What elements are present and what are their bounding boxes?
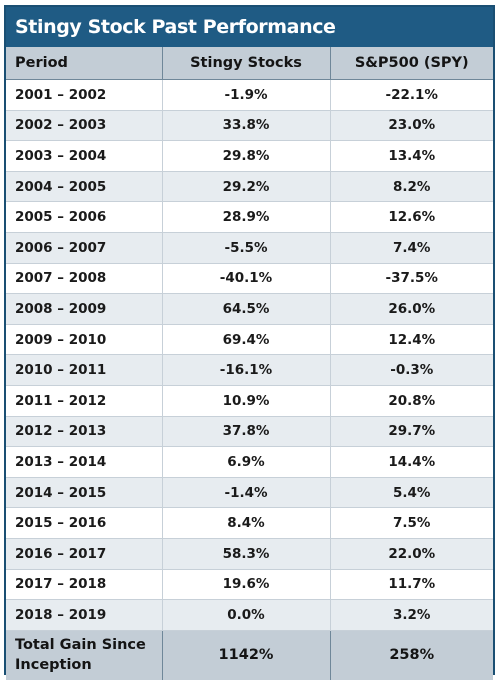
total-label: Total Gain Since Inception: [6, 629, 162, 680]
spy-cell: 5.4%: [329, 477, 493, 509]
period-cell: 2011 – 2012: [6, 385, 162, 417]
column-header-spy: S&P500 (SPY): [329, 47, 493, 80]
spy-cell: 12.4%: [329, 324, 493, 356]
spy-cell: -0.3%: [329, 354, 493, 386]
period-cell: 2007 – 2008: [6, 263, 162, 295]
period-cell: 2015 – 2016: [6, 507, 162, 539]
title-bar: Stingy Stock Past Performance: [6, 7, 493, 47]
stingy-stocks-cell: 29.8%: [161, 140, 330, 172]
spy-cell: 11.7%: [329, 569, 493, 601]
column-header-stingy-stocks: Stingy Stocks: [161, 47, 330, 80]
table-row: 2014 – 2015 -1.4% 5.4%: [6, 477, 493, 509]
spy-cell: 7.5%: [329, 507, 493, 539]
total-spy-value: 258%: [329, 629, 493, 680]
performance-table-panel: Stingy Stock Past Performance Period Sti…: [4, 5, 495, 680]
stingy-stocks-cell: 37.8%: [161, 416, 330, 448]
period-cell: 2009 – 2010: [6, 324, 162, 356]
table-row: 2012 – 2013 37.8% 29.7%: [6, 416, 493, 448]
table-title: Stingy Stock Past Performance: [15, 16, 336, 38]
stingy-stocks-cell: 10.9%: [161, 385, 330, 417]
stingy-stocks-cell: 19.6%: [161, 569, 330, 601]
table-row: 2007 – 2008 -40.1% -37.5%: [6, 263, 493, 295]
period-cell: 2008 – 2009: [6, 293, 162, 325]
stingy-stocks-cell: -16.1%: [161, 354, 330, 386]
spy-cell: 14.4%: [329, 446, 493, 478]
table-row: 2017 – 2018 19.6% 11.7%: [6, 569, 493, 601]
period-cell: 2013 – 2014: [6, 446, 162, 478]
table-row: 2004 – 2005 29.2% 8.2%: [6, 171, 493, 203]
table-row: 2006 – 2007 -5.5% 7.4%: [6, 232, 493, 264]
table-body: 2001 – 2002 -1.9% -22.1% 2002 – 2003 33.8% 23…: [6, 79, 493, 631]
stingy-stocks-cell: 6.9%: [161, 446, 330, 478]
table-row: 2005 – 2006 28.9% 12.6%: [6, 201, 493, 233]
stingy-stocks-cell: -1.9%: [161, 79, 330, 111]
table-row: 2009 – 2010 69.4% 12.4%: [6, 324, 493, 356]
table-row: 2003 – 2004 29.8% 13.4%: [6, 140, 493, 172]
spy-cell: 13.4%: [329, 140, 493, 172]
period-cell: 2017 – 2018: [6, 569, 162, 601]
stingy-stocks-cell: -1.4%: [161, 477, 330, 509]
table-row: 2002 – 2003 33.8% 23.0%: [6, 110, 493, 142]
spy-cell: 8.2%: [329, 171, 493, 203]
stingy-stocks-cell: 0.0%: [161, 599, 330, 631]
stingy-stocks-cell: -40.1%: [161, 263, 330, 295]
stingy-stocks-cell: 29.2%: [161, 171, 330, 203]
spy-cell: 23.0%: [329, 110, 493, 142]
period-cell: 2016 – 2017: [6, 538, 162, 570]
total-stingy-value: 1142%: [161, 629, 330, 680]
header-row: Period Stingy Stocks S&P500 (SPY): [6, 47, 493, 80]
stingy-stocks-cell: 28.9%: [161, 201, 330, 233]
stingy-stocks-cell: -5.5%: [161, 232, 330, 264]
stingy-stocks-cell: 8.4%: [161, 507, 330, 539]
period-cell: 2018 – 2019: [6, 599, 162, 631]
stingy-stocks-cell: 33.8%: [161, 110, 330, 142]
column-header-period: Period: [6, 47, 162, 80]
table-row: 2016 – 2017 58.3% 22.0%: [6, 538, 493, 570]
performance-table: Period Stingy Stocks S&P500 (SPY) 2001 –…: [6, 47, 493, 680]
period-cell: 2014 – 2015: [6, 477, 162, 509]
spy-cell: -22.1%: [329, 79, 493, 111]
period-cell: 2005 – 2006: [6, 201, 162, 233]
period-cell: 2001 – 2002: [6, 79, 162, 111]
spy-cell: 7.4%: [329, 232, 493, 264]
table-row: 2010 – 2011 -16.1% -0.3%: [6, 354, 493, 386]
period-cell: 2004 – 2005: [6, 171, 162, 203]
spy-cell: -37.5%: [329, 263, 493, 295]
table-row: 2001 – 2002 -1.9% -22.1%: [6, 79, 493, 111]
period-cell: 2003 – 2004: [6, 140, 162, 172]
spy-cell: 12.6%: [329, 201, 493, 233]
stingy-stocks-cell: 69.4%: [161, 324, 330, 356]
period-cell: 2012 – 2013: [6, 416, 162, 448]
spy-cell: 26.0%: [329, 293, 493, 325]
period-cell: 2010 – 2011: [6, 354, 162, 386]
stingy-stocks-cell: 58.3%: [161, 538, 330, 570]
spy-cell: 22.0%: [329, 538, 493, 570]
total-row: Total Gain Since Inception 1142% 258%: [6, 629, 493, 680]
stingy-stocks-cell: 64.5%: [161, 293, 330, 325]
period-cell: 2002 – 2003: [6, 110, 162, 142]
table-row: 2013 – 2014 6.9% 14.4%: [6, 446, 493, 478]
table-row: 2008 – 2009 64.5% 26.0%: [6, 293, 493, 325]
period-cell: 2006 – 2007: [6, 232, 162, 264]
spy-cell: 20.8%: [329, 385, 493, 417]
spy-cell: 29.7%: [329, 416, 493, 448]
table-row: 2015 – 2016 8.4% 7.5%: [6, 507, 493, 539]
table-row: 2011 – 2012 10.9% 20.8%: [6, 385, 493, 417]
table-row: 2018 – 2019 0.0% 3.2%: [6, 599, 493, 631]
spy-cell: 3.2%: [329, 599, 493, 631]
